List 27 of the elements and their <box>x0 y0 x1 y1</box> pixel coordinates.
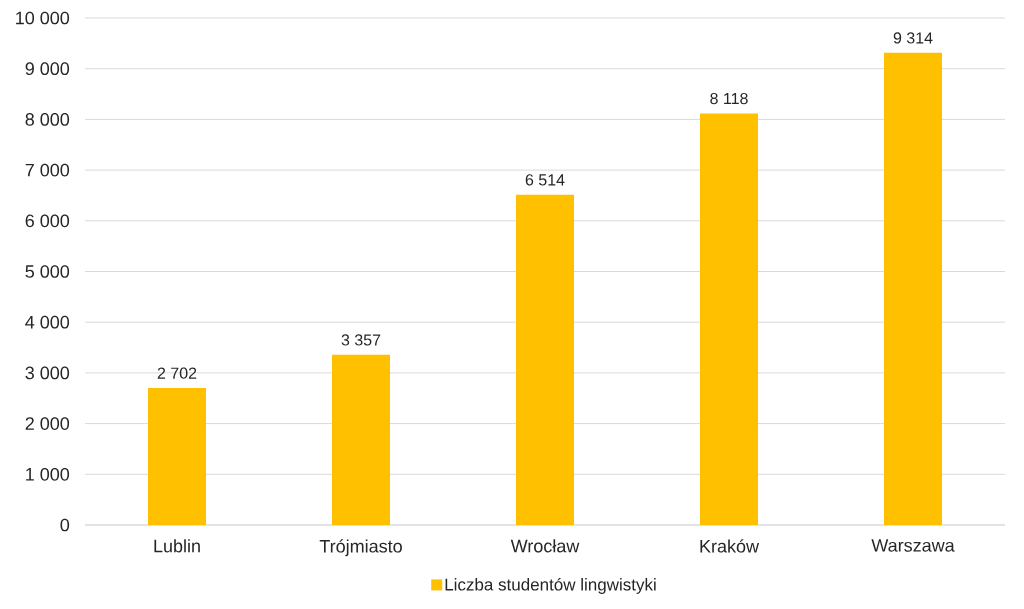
bar <box>148 388 206 525</box>
x-tick-label: Lublin <box>154 539 200 553</box>
x-tick-label: Trójmiasto <box>319 539 402 557</box>
data-label: 8 118 <box>710 92 748 105</box>
y-tick-label: 0 <box>60 518 70 532</box>
y-tick-label: 4 000 <box>25 315 70 329</box>
y-tick-label: 3 000 <box>25 366 70 380</box>
data-label: 6 514 <box>525 174 565 186</box>
y-tick-label: 8 000 <box>25 113 70 126</box>
data-label: 2 702 <box>157 367 197 379</box>
data-label: 9 314 <box>893 32 933 44</box>
x-tick-label: Kraków <box>700 539 760 553</box>
x-tick-label: Wrocław <box>510 539 580 553</box>
y-tick-label: 5 000 <box>25 265 70 278</box>
legend-label: Liczba studentów lingwistyki <box>445 577 656 594</box>
y-tick-label: 1 000 <box>26 467 70 481</box>
y-tick-label: 10 000 <box>16 11 70 25</box>
bar <box>884 52 943 525</box>
bar <box>700 113 759 525</box>
y-tick-label: 2 000 <box>25 417 70 430</box>
x-tick-label: Warszawa <box>871 539 955 552</box>
y-tick-label: 9 000 <box>25 62 70 76</box>
bar <box>516 194 574 525</box>
data-label: 3 357 <box>341 334 381 346</box>
y-tick-label: 6 000 <box>25 214 70 228</box>
y-tick-label: 7 000 <box>25 163 70 177</box>
bar <box>332 354 390 525</box>
